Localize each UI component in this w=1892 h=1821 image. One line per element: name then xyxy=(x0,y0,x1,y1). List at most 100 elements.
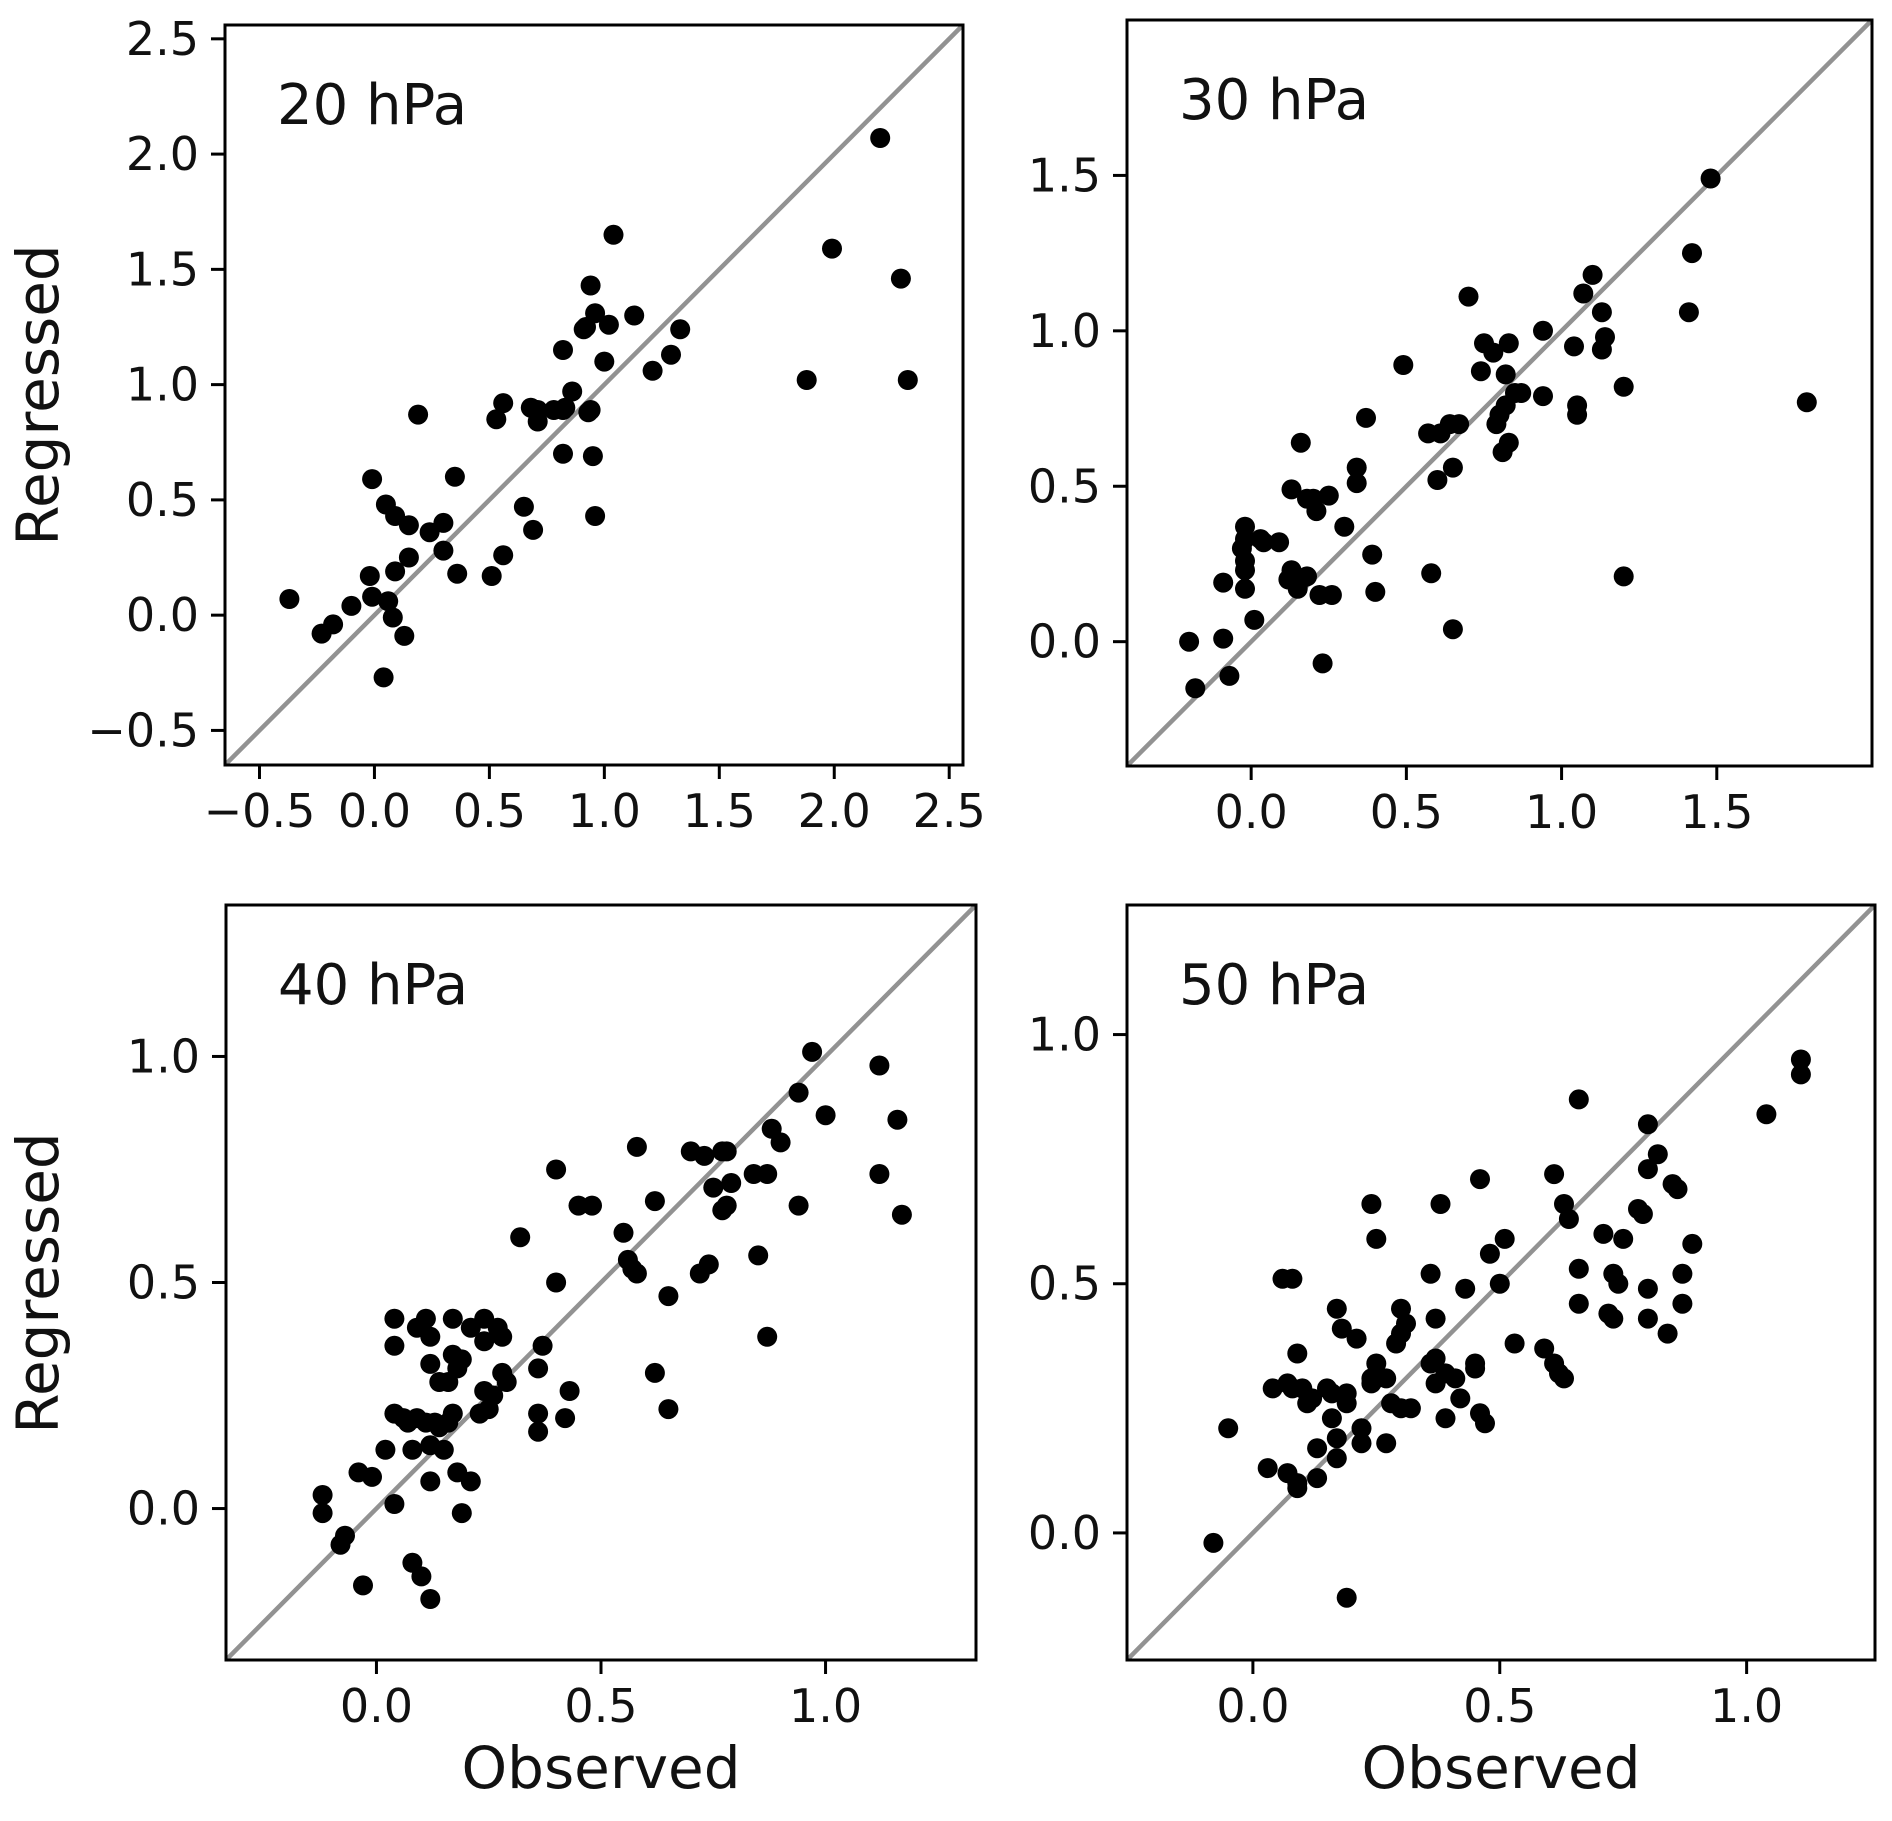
scatter-point xyxy=(1573,283,1594,304)
scatter-point xyxy=(1790,1064,1811,1085)
scatter-plot-svg: 0.0 0.5 1.0 1.5 0.0 0.5 1.0 1.5 xyxy=(1028,18,1874,839)
y-tick-label: 0.5 xyxy=(1028,1257,1101,1311)
scatter-point xyxy=(580,400,601,420)
scatter-point xyxy=(353,1575,373,1596)
scatter-point xyxy=(1326,1448,1347,1469)
scatter-point xyxy=(1219,665,1240,686)
scatter-point xyxy=(887,1109,908,1130)
scatter-point xyxy=(312,1485,333,1505)
x-tick-label: 0.5 xyxy=(453,784,526,838)
scatter-point xyxy=(748,1245,769,1266)
scatter-point xyxy=(1376,1433,1397,1454)
scatter-point xyxy=(444,466,465,487)
scatter-point xyxy=(1269,532,1290,553)
scatter-point xyxy=(1564,336,1584,357)
scatter-point xyxy=(1400,1398,1421,1419)
scatter-point xyxy=(891,1204,912,1225)
axes-spines xyxy=(223,23,965,767)
scatter-point xyxy=(1346,473,1367,494)
scatter-point xyxy=(582,1195,602,1216)
y-tick-label: 0.0 xyxy=(126,588,199,642)
scatter-point xyxy=(1613,566,1634,587)
x-tick-label: 0.0 xyxy=(340,1679,413,1733)
scatter-point xyxy=(359,566,380,586)
scatter-point xyxy=(1613,376,1634,397)
scatter-point xyxy=(1366,1353,1387,1374)
scatter-point xyxy=(788,1082,809,1103)
scatter-point xyxy=(1427,470,1448,490)
scatter-point xyxy=(460,1471,481,1492)
scatter-point xyxy=(661,344,681,365)
scatter-point xyxy=(486,409,507,430)
y-tick-label: 1.0 xyxy=(126,358,199,412)
scatter-point xyxy=(613,1222,634,1243)
scatter-point xyxy=(375,1439,396,1460)
scatter-point xyxy=(788,1195,809,1216)
scatter-point xyxy=(398,515,419,536)
scatter-point xyxy=(1511,383,1532,403)
scatter-point xyxy=(528,1403,549,1424)
x-tick-label: 1.0 xyxy=(568,784,641,838)
scatter-point xyxy=(1235,529,1255,550)
scatter-point xyxy=(553,340,573,360)
scatter-point xyxy=(1534,1338,1555,1359)
y-axis-label-top: Regressed xyxy=(4,244,72,546)
scatter-point xyxy=(1700,168,1721,189)
scatter-point xyxy=(1458,286,1479,307)
scatter-point xyxy=(1554,1194,1574,1214)
scatter-point xyxy=(553,443,573,464)
scatter-point xyxy=(1312,653,1333,674)
scatter-point xyxy=(433,1439,454,1460)
scatter-point xyxy=(559,1381,580,1401)
scatter-point xyxy=(1307,1438,1328,1459)
y-tick-label: 2.5 xyxy=(126,12,199,66)
scatter-point xyxy=(1430,1194,1451,1214)
scatter-point xyxy=(378,591,399,612)
scatter-point xyxy=(402,1439,423,1460)
scatter-point xyxy=(1632,1204,1653,1224)
scatter-point xyxy=(598,314,619,335)
scatter-point xyxy=(1442,457,1463,478)
scatter-point xyxy=(1494,1228,1515,1249)
scatter-point xyxy=(382,607,403,628)
scatter-point xyxy=(1435,1408,1456,1429)
panel-50hpa: 0.0 0.5 1.0 0.0 0.5 1.0 50 hPa xyxy=(1028,903,1877,1733)
scatter-point xyxy=(603,224,624,245)
scatter-point xyxy=(362,1466,382,1487)
scatter-point xyxy=(642,360,663,381)
scatter-point xyxy=(1489,1273,1510,1294)
identity-line xyxy=(1125,18,1874,768)
scatter-point xyxy=(1475,1413,1495,1434)
scatter-point xyxy=(869,1164,890,1184)
scatter-point xyxy=(523,519,544,540)
scatter-point xyxy=(385,561,406,582)
panel-title-30hpa: 30 hPa xyxy=(1179,68,1370,133)
scatter-point xyxy=(1351,1433,1372,1454)
x-tick-label: 0.0 xyxy=(1216,1679,1289,1733)
scatter-point xyxy=(890,268,911,289)
scatter-point xyxy=(1235,578,1255,599)
scatter-point xyxy=(1334,516,1355,537)
scatter-point xyxy=(384,1494,405,1514)
scatter-point xyxy=(1449,414,1470,435)
y-tick-label: −0.5 xyxy=(87,703,199,757)
scatter-plot-svg: 0.0 0.5 1.0 0.0 0.5 1.0 xyxy=(127,903,978,1733)
scatter-point xyxy=(585,303,606,324)
scatter-point xyxy=(1756,1104,1777,1125)
scatter-point xyxy=(815,1105,836,1126)
scatter-point xyxy=(492,1326,513,1347)
x-tick-label: 1.0 xyxy=(1710,1679,1783,1733)
scatter-point xyxy=(1366,1228,1387,1249)
scatter-point xyxy=(1185,678,1206,699)
scatter-point xyxy=(555,397,576,418)
scatter-point xyxy=(1321,1408,1342,1429)
scatter-point xyxy=(1495,364,1516,385)
scatter-point xyxy=(1281,479,1302,500)
scatter-point xyxy=(658,1399,679,1420)
scatter-point xyxy=(580,275,601,296)
y-tick-label: 1.0 xyxy=(127,1029,200,1083)
scatter-point xyxy=(341,595,362,616)
scatter-point xyxy=(1253,532,1274,553)
scatter-point xyxy=(1483,342,1504,363)
